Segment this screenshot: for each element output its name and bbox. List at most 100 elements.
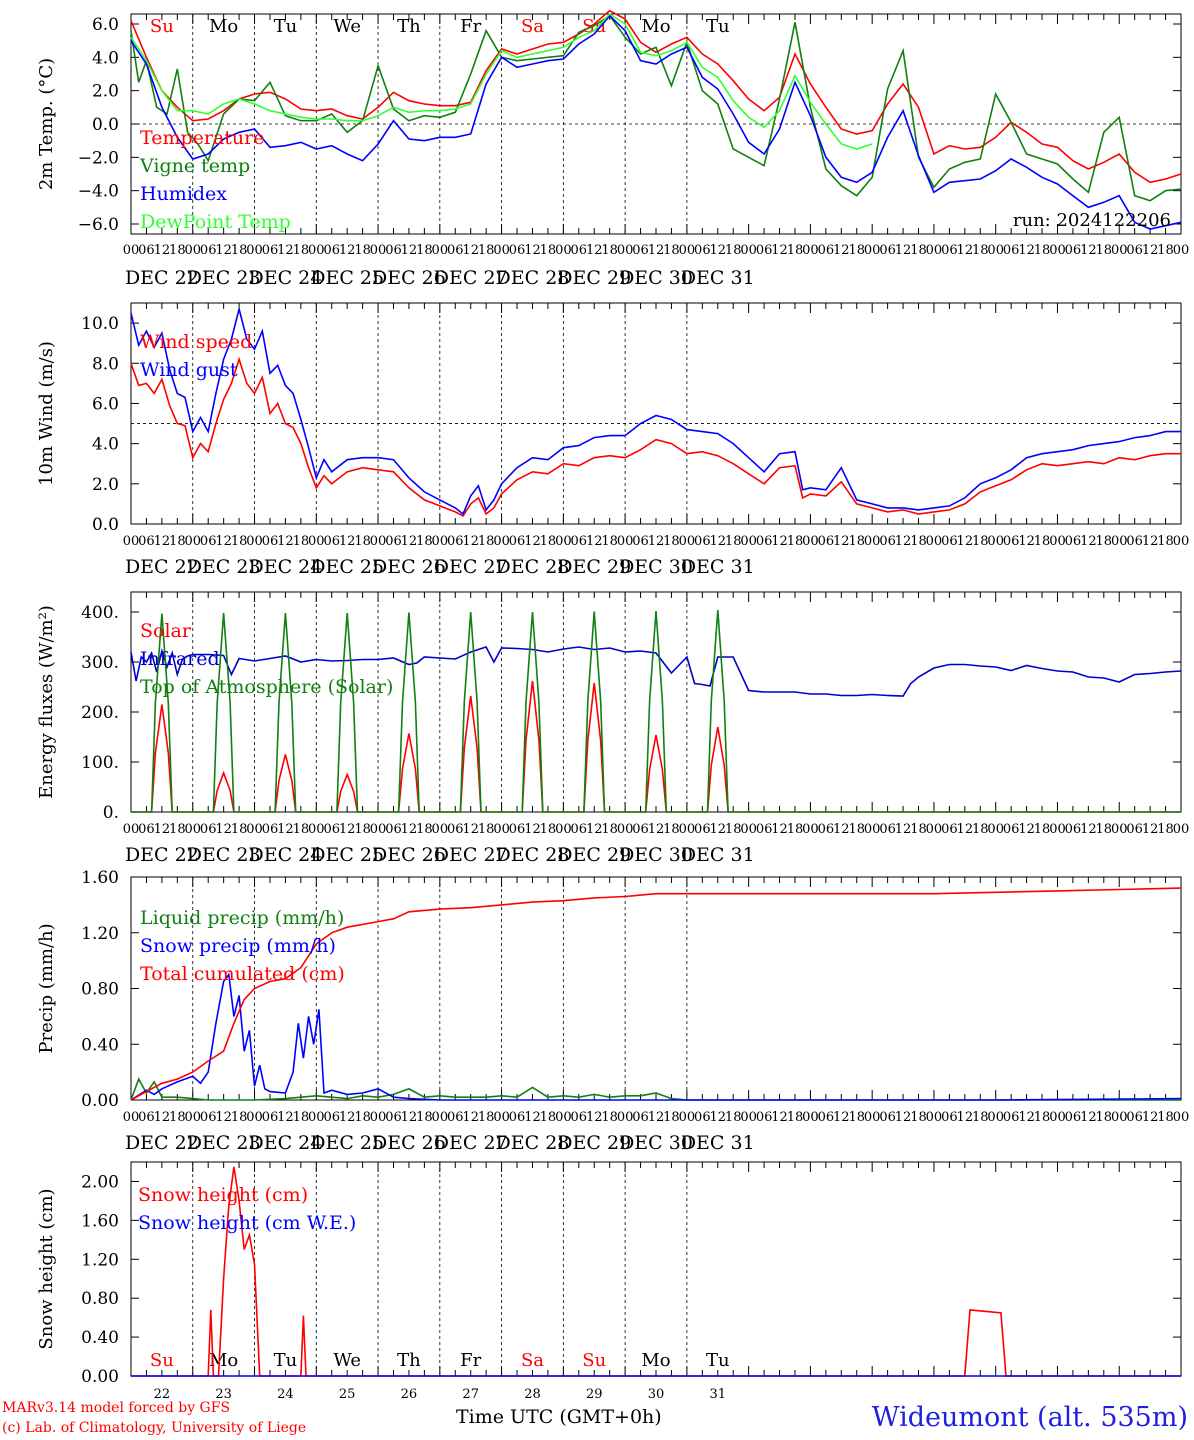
hour-tick-label: 06 [138, 534, 155, 549]
date-label: DEC 23 [187, 556, 261, 578]
hour-tick-label: 12 [957, 534, 974, 549]
date-label: DEC 24 [248, 267, 322, 289]
hour-tick-label: 00 [617, 243, 634, 258]
hour-tick-label: 06 [509, 822, 526, 837]
hour-tick-label: 18 [293, 822, 310, 837]
legend-entry: Humidex [140, 183, 227, 205]
y-tick-label: 8.0 [92, 354, 119, 374]
date-label: DEC 28 [496, 844, 570, 866]
hour-tick-label: 06 [756, 243, 773, 258]
y-tick-label: 100. [81, 753, 119, 773]
hour-tick-label: 06 [1065, 1110, 1082, 1125]
hour-tick-label: 18 [972, 534, 989, 549]
date-label: DEC 25 [310, 267, 384, 289]
hour-tick-label: 12 [957, 822, 974, 837]
hour-tick-label: 18 [910, 534, 927, 549]
hour-tick-label: 06 [262, 534, 279, 549]
date-label: DEC 23 [187, 1132, 261, 1154]
date-label: DEC 22 [125, 844, 199, 866]
hour-tick-label: 12 [154, 534, 171, 549]
date-label: DEC 28 [496, 267, 570, 289]
y-tick-label: 10.0 [81, 314, 119, 334]
hour-tick-label: 00 [432, 822, 449, 837]
time-axis-title: Time UTC (GMT+0h) [456, 1406, 662, 1428]
hour-tick-label: 18 [601, 1110, 618, 1125]
legend-entry: Top of Atmosphere (Solar) [140, 676, 393, 698]
hour-tick-label: 18 [848, 822, 865, 837]
hour-tick-label: 00 [1049, 243, 1066, 258]
hour-tick-label: 06 [509, 1110, 526, 1125]
hour-tick-label: 06 [1126, 534, 1143, 549]
hour-tick-label: 06 [1065, 534, 1082, 549]
legend-entry: DewPoint Temp [140, 211, 291, 233]
hour-tick-label: 18 [354, 243, 371, 258]
legend-entry: Temperature [140, 127, 264, 149]
date-label: DEC 22 [125, 1132, 199, 1154]
hour-tick-label: 12 [648, 534, 665, 549]
hour-tick-label: 06 [323, 822, 340, 837]
date-label: DEC 29 [557, 556, 631, 578]
hour-tick-label: 12 [771, 1110, 788, 1125]
legend-entry: Snow precip (mm/h) [140, 935, 336, 957]
hour-tick-label: 18 [231, 243, 248, 258]
weekday-label: Tu [274, 1350, 298, 1371]
hour-tick-label: 00 [555, 822, 572, 837]
hour-tick-label: 12 [462, 1110, 479, 1125]
hour-tick-label: 06 [571, 1110, 588, 1125]
hour-tick-label: 06 [509, 243, 526, 258]
date-label: DEC 28 [496, 1132, 570, 1154]
weekday-label: Su [150, 1350, 174, 1371]
legend-entry: Snow height (cm) [138, 1184, 308, 1206]
hour-tick-label: 00 [802, 534, 819, 549]
hour-tick-label: 00 [308, 1110, 325, 1125]
hour-tick-label: 12 [895, 243, 912, 258]
hour-tick-label: 00 [246, 822, 263, 837]
date-label: DEC 26 [372, 1132, 446, 1154]
y-tick-label: 1.20 [81, 924, 119, 944]
hour-tick-label: 06 [200, 1110, 217, 1125]
hour-tick-label: 12 [339, 243, 356, 258]
hour-tick-label: 18 [416, 534, 433, 549]
hour-tick-label: 00 [679, 243, 696, 258]
hour-tick-label: 12 [1018, 243, 1035, 258]
model-credit: MARv3.14 model forced by GFS [2, 1400, 231, 1416]
y-tick-label: 1.60 [81, 1211, 119, 1231]
y-tick-label: 2.0 [92, 82, 119, 102]
hour-tick-label: 12 [833, 243, 850, 258]
hour-tick-label: 06 [138, 1110, 155, 1125]
hour-tick-label: 06 [941, 1110, 958, 1125]
date-label: DEC 23 [187, 844, 261, 866]
hour-tick-label: 18 [1096, 534, 1113, 549]
date-label: DEC 29 [557, 844, 631, 866]
date-label: DEC 31 [681, 267, 755, 289]
hour-tick-label: 18 [663, 534, 680, 549]
y-tick-label: 6.0 [92, 15, 119, 35]
hour-tick-label: 12 [339, 822, 356, 837]
hour-tick-label: 12 [648, 243, 665, 258]
hour-tick-label: 18 [1034, 1110, 1051, 1125]
date-label: DEC 31 [681, 556, 755, 578]
date-label: DEC 25 [310, 556, 384, 578]
y-tick-label: 4.0 [92, 435, 119, 455]
hour-tick-label: 18 [169, 1110, 186, 1125]
hour-tick-label: 12 [1018, 822, 1035, 837]
hour-tick-label: 18 [354, 1110, 371, 1125]
y-tick-label: 0.40 [81, 1035, 119, 1055]
hour-tick-label: 06 [879, 534, 896, 549]
hour-tick-label: 12 [1142, 822, 1159, 837]
hour-tick-label: 12 [1018, 1110, 1035, 1125]
hour-tick-label: 18 [725, 822, 742, 837]
hour-tick-label: 06 [879, 243, 896, 258]
hour-tick-label: 00 [617, 534, 634, 549]
hour-tick-label: 00 [246, 534, 263, 549]
date-label: DEC 26 [372, 267, 446, 289]
hour-tick-label: 18 [910, 822, 927, 837]
y-tick-label: −4.0 [78, 182, 119, 202]
hour-tick-label: 06 [262, 822, 279, 837]
hour-tick-label: 06 [385, 243, 402, 258]
weekday-label: Th [397, 16, 421, 37]
y-tick-label: 0.0 [92, 115, 119, 135]
hour-tick-label: 18 [540, 534, 557, 549]
y-tick-label: 2.0 [92, 475, 119, 495]
